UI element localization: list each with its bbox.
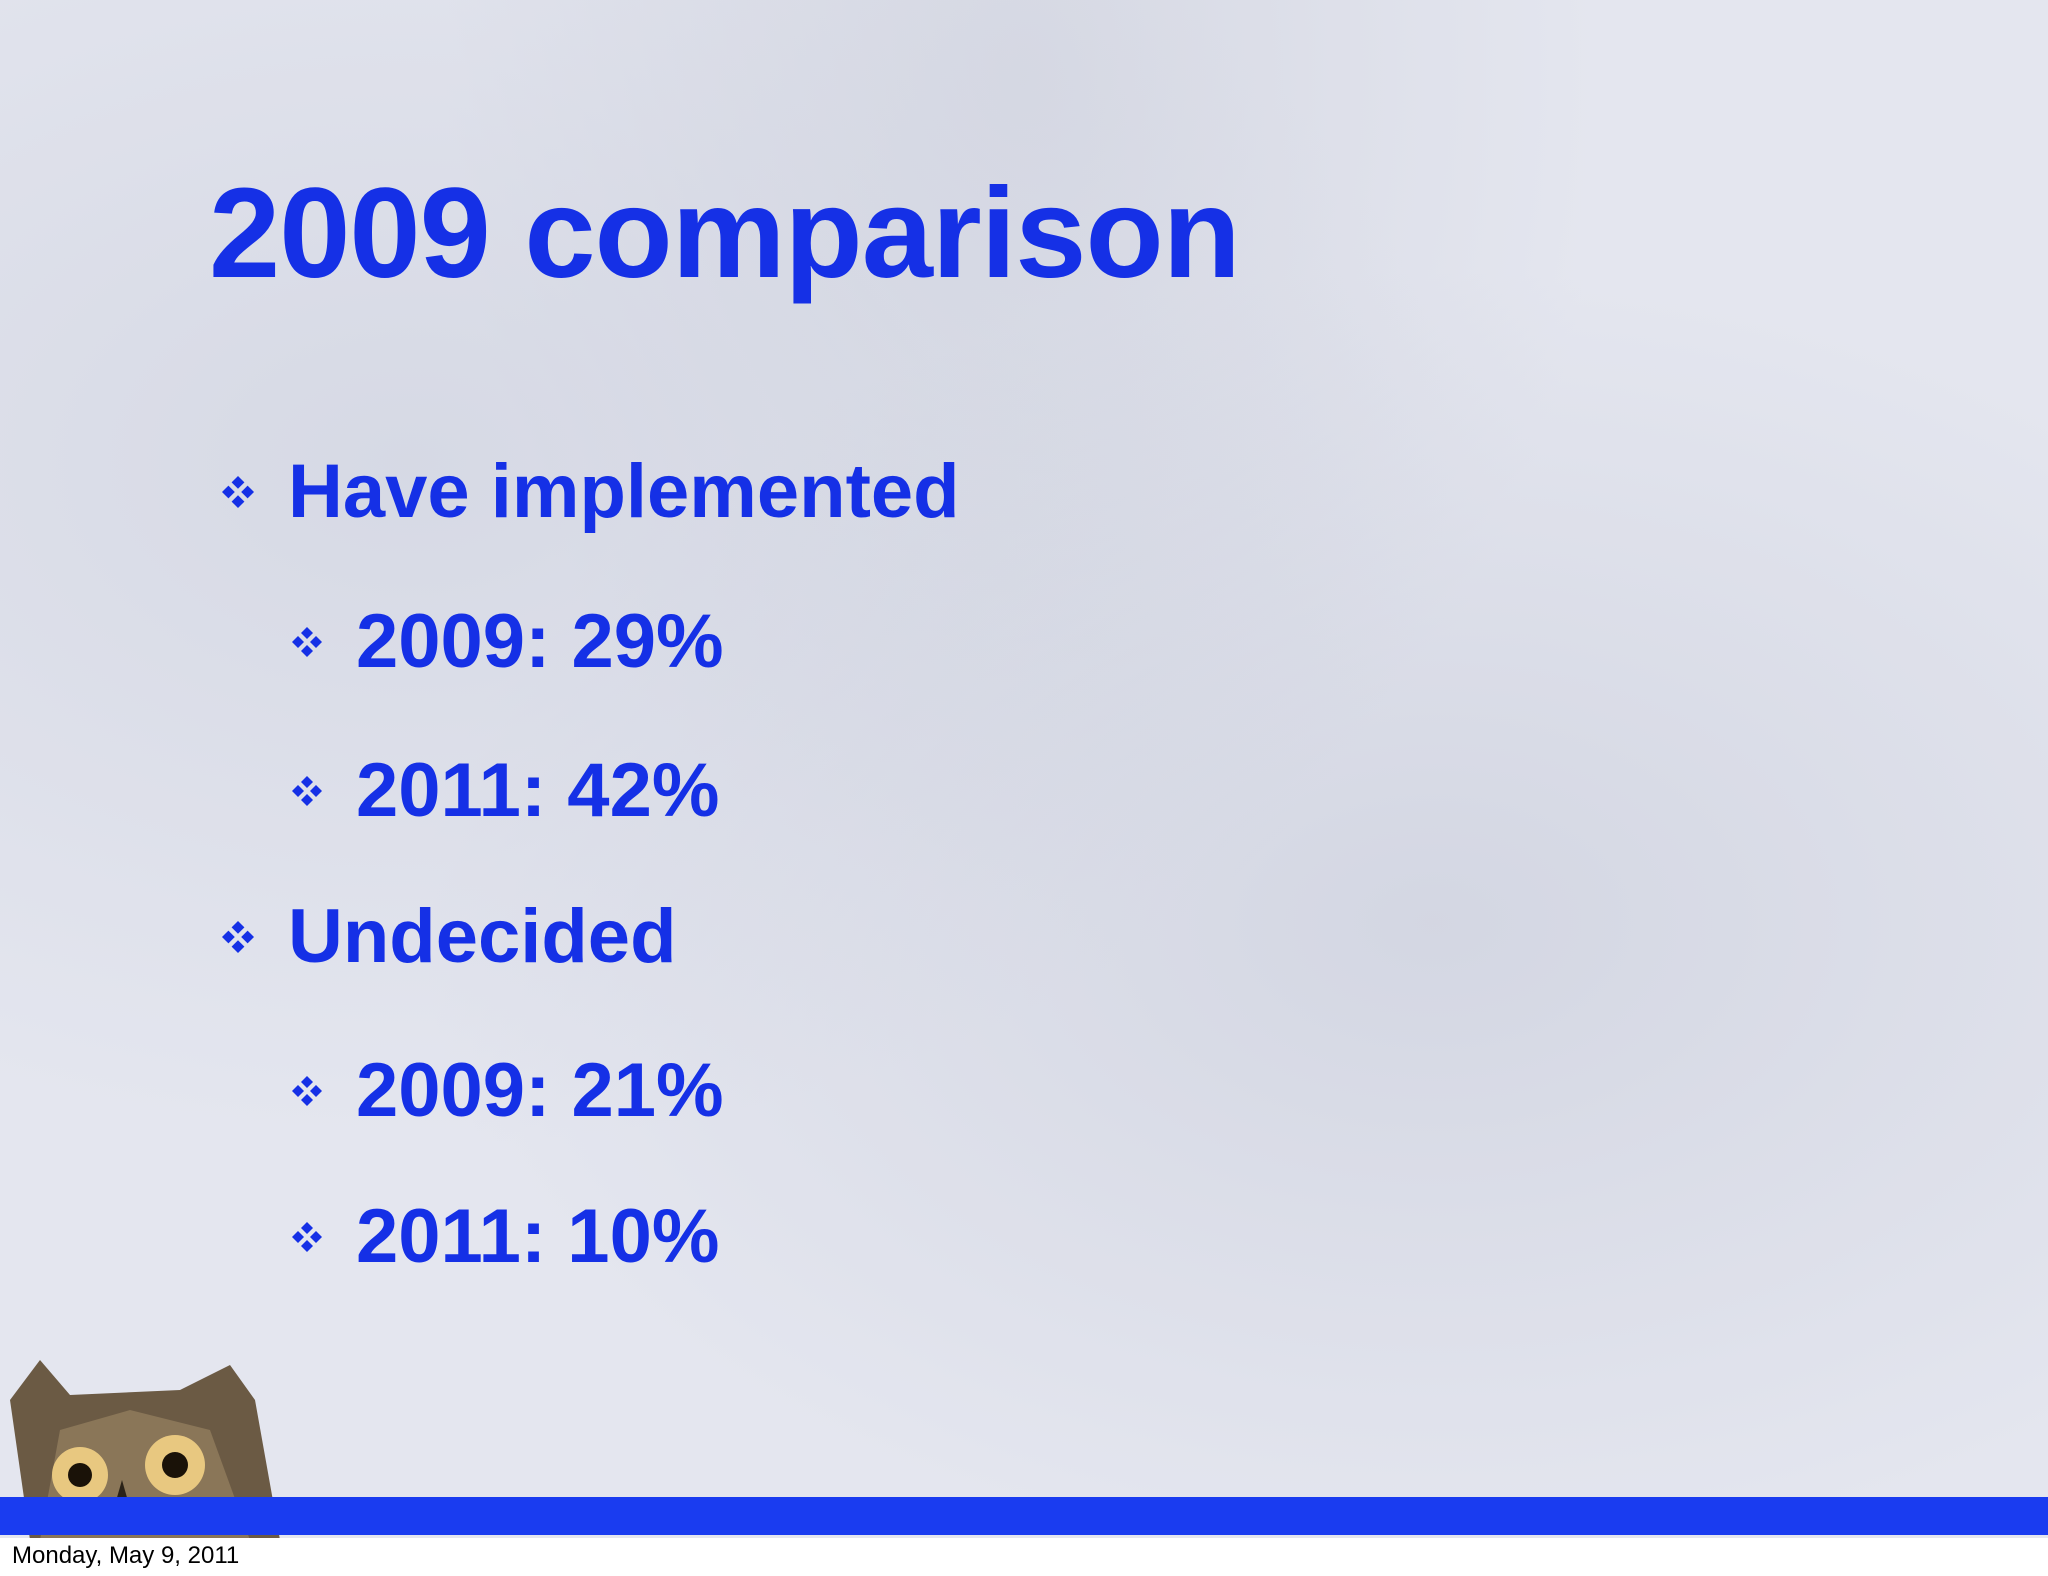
bullet: Undecided <box>222 893 677 980</box>
sub-bullet: 2011: 10% <box>292 1193 719 1280</box>
bullet-icon <box>292 775 322 806</box>
bullet-icon <box>292 1221 322 1252</box>
bullet-text: 2009: 29% <box>356 599 724 684</box>
sub-bullet: 2009: 29% <box>292 598 724 685</box>
slide-title: 2009 comparison <box>209 162 1241 305</box>
slide: 2009 comparison Have implemented 2009: 29… <box>0 0 2048 1538</box>
footer-bar <box>0 1497 2048 1535</box>
sub-bullet: 2009: 21% <box>292 1047 724 1134</box>
bullet-icon <box>292 1075 322 1106</box>
bullet-text: Undecided <box>288 894 677 979</box>
bullet: Have implemented <box>222 448 960 535</box>
bullet-text: 2009: 21% <box>356 1048 724 1133</box>
bullet-icon <box>292 626 322 657</box>
bullet-text: Have implemented <box>288 449 960 534</box>
footer-date: Monday, May 9, 2011 <box>12 1542 240 1569</box>
bullet-text: 2011: 10% <box>356 1194 720 1279</box>
sub-bullet: 2011: 42% <box>292 747 719 834</box>
bullet-text: 2011: 42% <box>356 748 720 833</box>
bullet-icon <box>222 920 254 953</box>
bullet-icon <box>222 475 254 508</box>
